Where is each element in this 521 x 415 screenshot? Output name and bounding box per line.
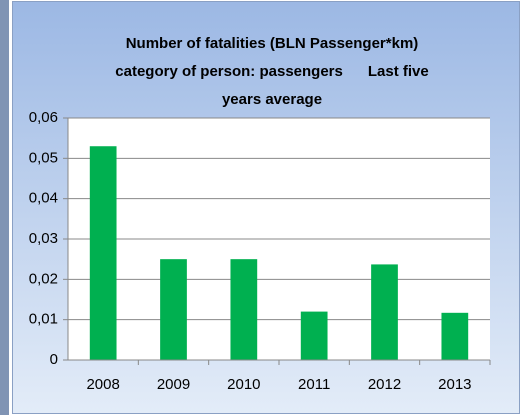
y-tick-label: 0,01 bbox=[29, 311, 58, 328]
bar bbox=[230, 259, 258, 360]
y-tick-label: 0,02 bbox=[29, 270, 58, 287]
bar bbox=[371, 264, 398, 360]
bar bbox=[300, 311, 328, 360]
bar bbox=[160, 259, 187, 360]
x-tick-label: 2011 bbox=[298, 376, 330, 393]
x-tick-label: 2010 bbox=[227, 376, 260, 393]
chart-title: Number of fatalities (BLN Passenger*km) bbox=[126, 35, 419, 52]
chart-title: category of person: passengers Last five bbox=[115, 63, 428, 80]
x-tick-label: 2009 bbox=[157, 376, 190, 393]
y-tick-label: 0 bbox=[50, 351, 58, 368]
y-tick-label: 0,03 bbox=[29, 230, 58, 247]
y-tick-label: 0,04 bbox=[29, 190, 58, 207]
y-tick-label: 0,06 bbox=[29, 109, 58, 126]
bar bbox=[441, 312, 469, 360]
chart-title: years average bbox=[222, 91, 322, 108]
side-border bbox=[0, 0, 9, 415]
x-tick-label: 2013 bbox=[438, 376, 471, 393]
x-tick-label: 2012 bbox=[368, 376, 401, 393]
x-tick-label: 2008 bbox=[86, 376, 119, 393]
bar bbox=[89, 146, 117, 360]
y-tick-label: 0,05 bbox=[29, 149, 58, 166]
